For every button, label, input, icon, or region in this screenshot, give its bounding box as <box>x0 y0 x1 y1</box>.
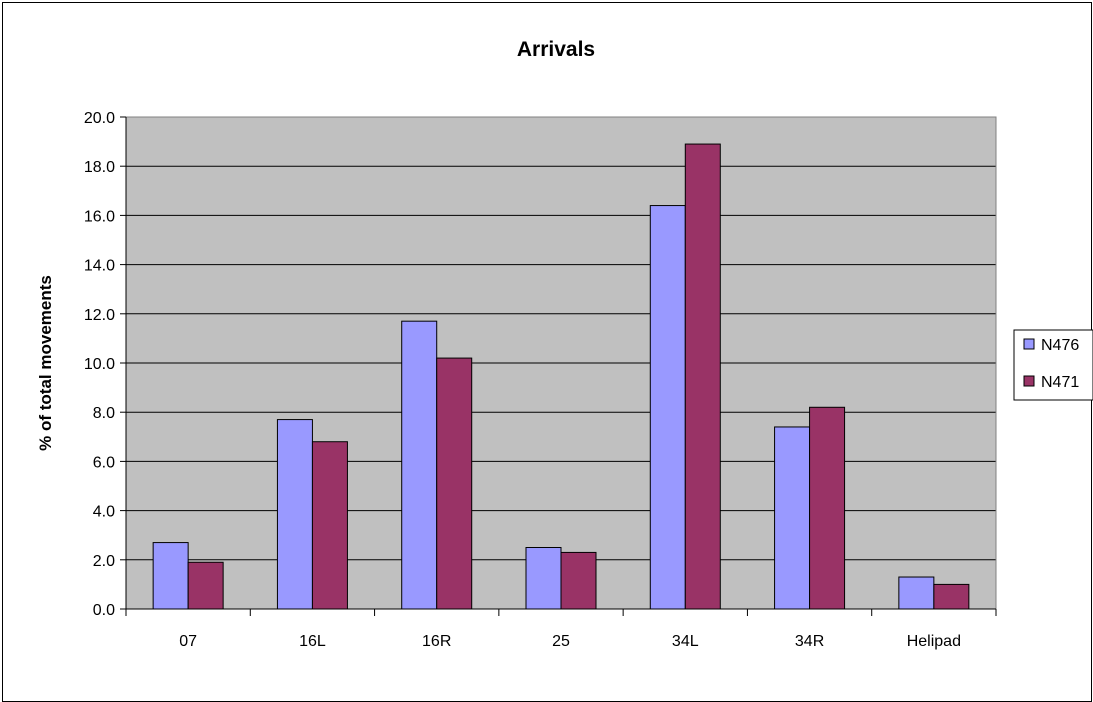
legend: N476 N471 <box>1013 329 1093 401</box>
x-tick-label: 34L <box>672 633 699 650</box>
bar-n476-16l <box>276 419 313 610</box>
chart-title: Arrivals <box>517 38 595 61</box>
y-tick-label: 12.0 <box>84 307 115 324</box>
y-tick-label: 20.0 <box>84 110 115 127</box>
y-tick-label: 18.0 <box>84 159 115 176</box>
y-tick-label: 14.0 <box>84 258 115 275</box>
axes <box>120 116 997 616</box>
bar-n471-16l <box>311 441 348 610</box>
y-tick-label: 6.0 <box>93 454 115 471</box>
x-tick-label: 07 <box>179 633 197 650</box>
bar-n471-34r <box>809 406 846 610</box>
x-tick-label: 16L <box>299 633 326 650</box>
legend-label-n476: N476 <box>1041 337 1079 354</box>
y-tick-label: 16.0 <box>84 208 115 225</box>
bar-n471-16r <box>436 357 473 610</box>
chart-canvas: 0.02.04.06.08.010.012.014.016.018.020.0 … <box>36 38 1093 650</box>
y-tick-label: 0.0 <box>93 602 115 619</box>
legend-swatch-n471 <box>1023 375 1035 387</box>
y-tick-labels: 0.0 2.0 4.0 6.0 8.0 10.0 12.0 14.0 16.0 18.0 20.0 <box>84 110 115 619</box>
bar-n476-25 <box>525 547 562 610</box>
y-tick-label: 8.0 <box>93 405 115 422</box>
x-tick-label: 34R <box>795 633 824 650</box>
bar-n476-07 <box>152 542 189 610</box>
bar-n476-34r <box>774 426 811 610</box>
x-tick-label: Helipad <box>907 633 961 650</box>
y-tick-label: 2.0 <box>93 553 115 570</box>
legend-label-n471: N471 <box>1041 374 1079 391</box>
x-tick-label: 16R <box>422 633 451 650</box>
y-tick-label: 10.0 <box>84 356 115 373</box>
bar-n471-07 <box>187 561 224 610</box>
x-tick-labels: 07 16L 16R 25 34L 34R Helipad <box>179 633 961 650</box>
y-tick-label: 4.0 <box>93 504 115 521</box>
x-tick-label: 25 <box>552 633 570 650</box>
legend-swatch-n476 <box>1023 338 1035 350</box>
bar-n471-helipad <box>933 583 970 610</box>
bar-n476-16r <box>401 320 438 610</box>
y-axis-title: % of total movements <box>36 275 55 451</box>
bar-n471-34l <box>684 143 721 610</box>
bar-n476-helipad <box>898 576 935 610</box>
bar-n476-34l <box>649 205 686 610</box>
bar-n471-25 <box>560 551 597 610</box>
